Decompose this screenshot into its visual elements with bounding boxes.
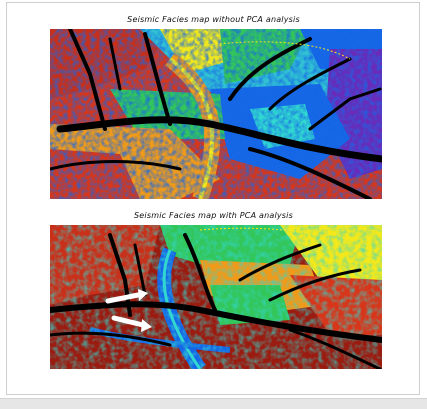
- top-map-caption: Seismic Facies map without PCA analysis: [127, 15, 300, 24]
- white-arrow-icon: [111, 315, 152, 332]
- seismic-facies-map-with-pca: [50, 225, 382, 369]
- bottom-map-caption: Seismic Facies map with PCA analysis: [134, 211, 293, 220]
- top-map-image: [50, 29, 382, 199]
- white-arrow-icon: [105, 289, 148, 304]
- window-bottom-bar: [0, 398, 427, 409]
- bottom-map-image: [50, 225, 382, 369]
- seismic-facies-map-without-pca: [50, 29, 382, 199]
